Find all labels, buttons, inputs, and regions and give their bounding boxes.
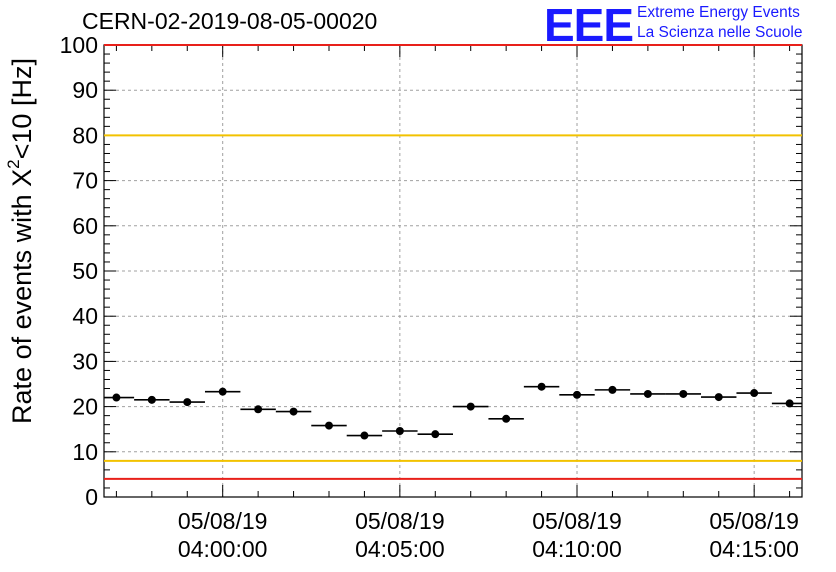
data-point: [183, 398, 192, 407]
y-tick-label: 50: [72, 258, 98, 284]
data-point: [431, 430, 440, 439]
y-tick-label: 70: [72, 168, 98, 194]
x-tick-label-time: 04:10:00: [532, 536, 622, 562]
y-axis-label: Rate of events with X2<10 [Hz]: [4, 21, 38, 461]
run-title: CERN-02-2019-08-05-00020: [82, 8, 378, 34]
y-axis-label-suffix: <10 [Hz]: [7, 58, 37, 160]
x-tick-label-date: 05/08/19: [178, 508, 268, 534]
y-tick-label: 90: [72, 77, 98, 103]
data-point: [395, 427, 404, 436]
data-point: [714, 393, 723, 402]
data-point: [573, 390, 582, 399]
data-point: [289, 407, 298, 416]
x-tick-label-time: 04:00:00: [178, 536, 268, 562]
y-tick-label: 30: [72, 348, 98, 374]
y-tick-label: 40: [72, 303, 98, 329]
y-axis-label-prefix: Rate of events with X: [7, 168, 37, 424]
data-point: [785, 399, 794, 408]
data-point: [643, 389, 652, 398]
eee-logo-mark: EEE: [544, 0, 634, 51]
y-axis-label-sup: 2: [4, 159, 23, 169]
x-tick-label-time: 04:15:00: [709, 536, 799, 562]
x-tick-label-date: 05/08/19: [709, 508, 799, 534]
data-point: [254, 405, 263, 414]
data-point: [537, 382, 546, 391]
data-point: [112, 393, 121, 402]
data-point: [466, 402, 475, 411]
y-tick-label: 20: [72, 394, 98, 420]
x-tick-label-date: 05/08/19: [532, 508, 622, 534]
data-point: [360, 431, 369, 440]
y-tick-label: 80: [72, 122, 98, 148]
y-tick-label: 0: [85, 484, 98, 510]
data-point: [147, 395, 156, 404]
logo-subtitle-line1: Extreme Energy Events: [637, 4, 800, 21]
data-point: [324, 421, 333, 430]
data-point: [218, 387, 227, 396]
y-tick-label: 60: [72, 213, 98, 239]
data-point: [502, 414, 511, 423]
data-point: [750, 389, 759, 398]
x-tick-label-time: 04:05:00: [355, 536, 445, 562]
data-point: [679, 389, 688, 398]
x-tick-label-date: 05/08/19: [355, 508, 445, 534]
y-tick-label: 100: [60, 32, 98, 58]
logo-subtitle-line2: La Scienza nelle Scuole: [637, 24, 803, 41]
y-tick-label: 10: [72, 439, 98, 465]
data-point: [608, 385, 617, 394]
